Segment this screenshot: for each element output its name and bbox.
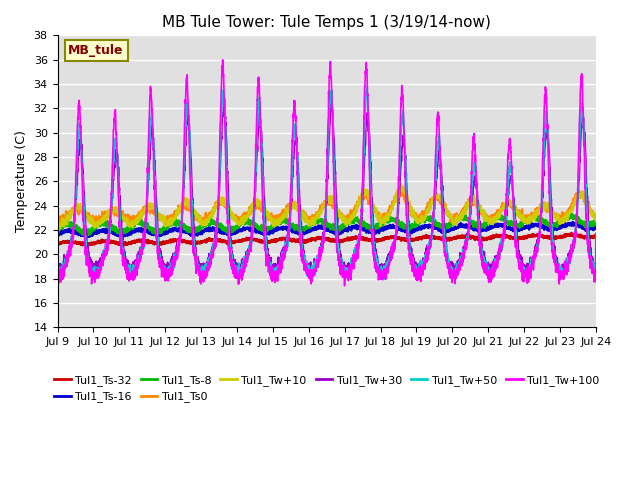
Y-axis label: Temperature (C): Temperature (C): [15, 130, 28, 232]
Legend: Tul1_Ts-32, Tul1_Ts-16, Tul1_Ts-8, Tul1_Ts0, Tul1_Tw+10, Tul1_Tw+30, Tul1_Tw+50,: Tul1_Ts-32, Tul1_Ts-16, Tul1_Ts-8, Tul1_…: [49, 371, 604, 407]
Title: MB Tule Tower: Tule Temps 1 (3/19/14-now): MB Tule Tower: Tule Temps 1 (3/19/14-now…: [163, 15, 491, 30]
Text: MB_tule: MB_tule: [68, 44, 124, 57]
